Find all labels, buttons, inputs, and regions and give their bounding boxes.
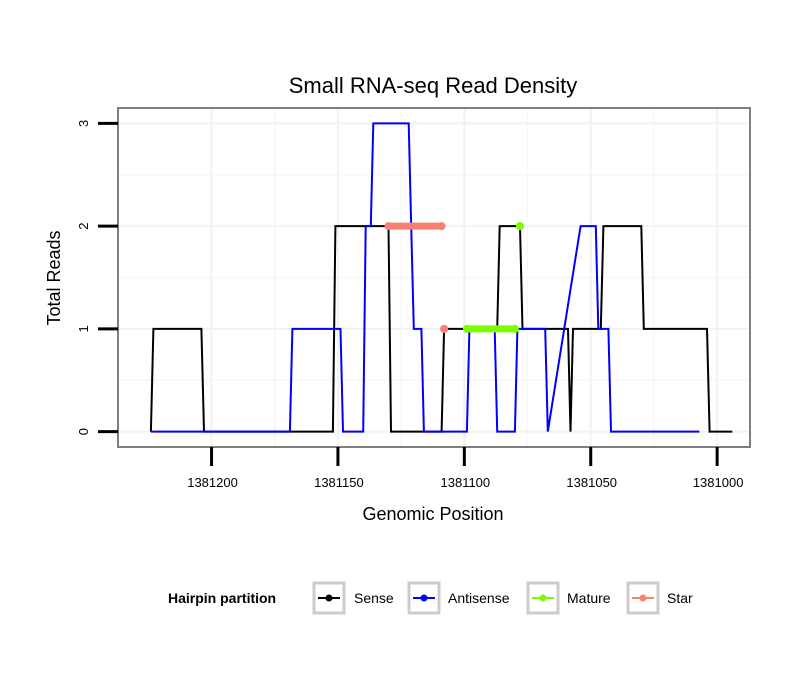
legend-key-mature: Mature [526,581,611,615]
y-axis-title: Total Reads [44,230,64,325]
x-tick-label: 1381150 [314,475,364,490]
x-axis-title: Genomic Position [362,504,503,524]
plot-border [117,107,751,448]
y-tick-label: 0 [76,428,91,435]
x-tick-label: 1381100 [441,475,491,490]
legend-label-mature: Mature [567,590,611,606]
x-tick-label: 1381050 [566,475,617,490]
series-line-antisense [150,122,700,433]
highlight-mature-point [510,324,519,333]
series-layer [149,122,733,433]
legend-label-antisense: Antisense [448,590,510,606]
grid [118,108,750,447]
series-line-sense [149,225,733,433]
x-tick-label: 1381200 [187,475,238,490]
highlight-mature-point [462,324,471,333]
legend-label-star: Star [667,590,693,606]
highlight-star-point [384,222,393,231]
legend-label-sense: Sense [354,590,394,606]
legend-key-sense: Sense [312,581,394,615]
chart-title: Small RNA-seq Read Density [289,73,578,98]
y-tick-label: 3 [76,120,91,127]
y-tick-label: 2 [76,222,91,229]
y-tick-label: 1 [76,325,91,332]
y-axis: 0 1 2 3 [76,120,118,435]
legend-key-star: Star [626,581,693,615]
highlight-layer [384,222,524,333]
x-tick-label: 1381000 [693,475,744,490]
highlight-mature-point [515,222,524,231]
legend-title: Hairpin partition [168,590,276,606]
legend-key-antisense: Antisense [407,581,510,615]
legend: Hairpin partition Sense Antisense Mature… [168,581,693,615]
highlight-star-point [437,222,446,231]
x-axis: 1381200 1381150 1381100 1381050 1381000 [187,447,743,490]
highlight-star-point [440,324,449,333]
